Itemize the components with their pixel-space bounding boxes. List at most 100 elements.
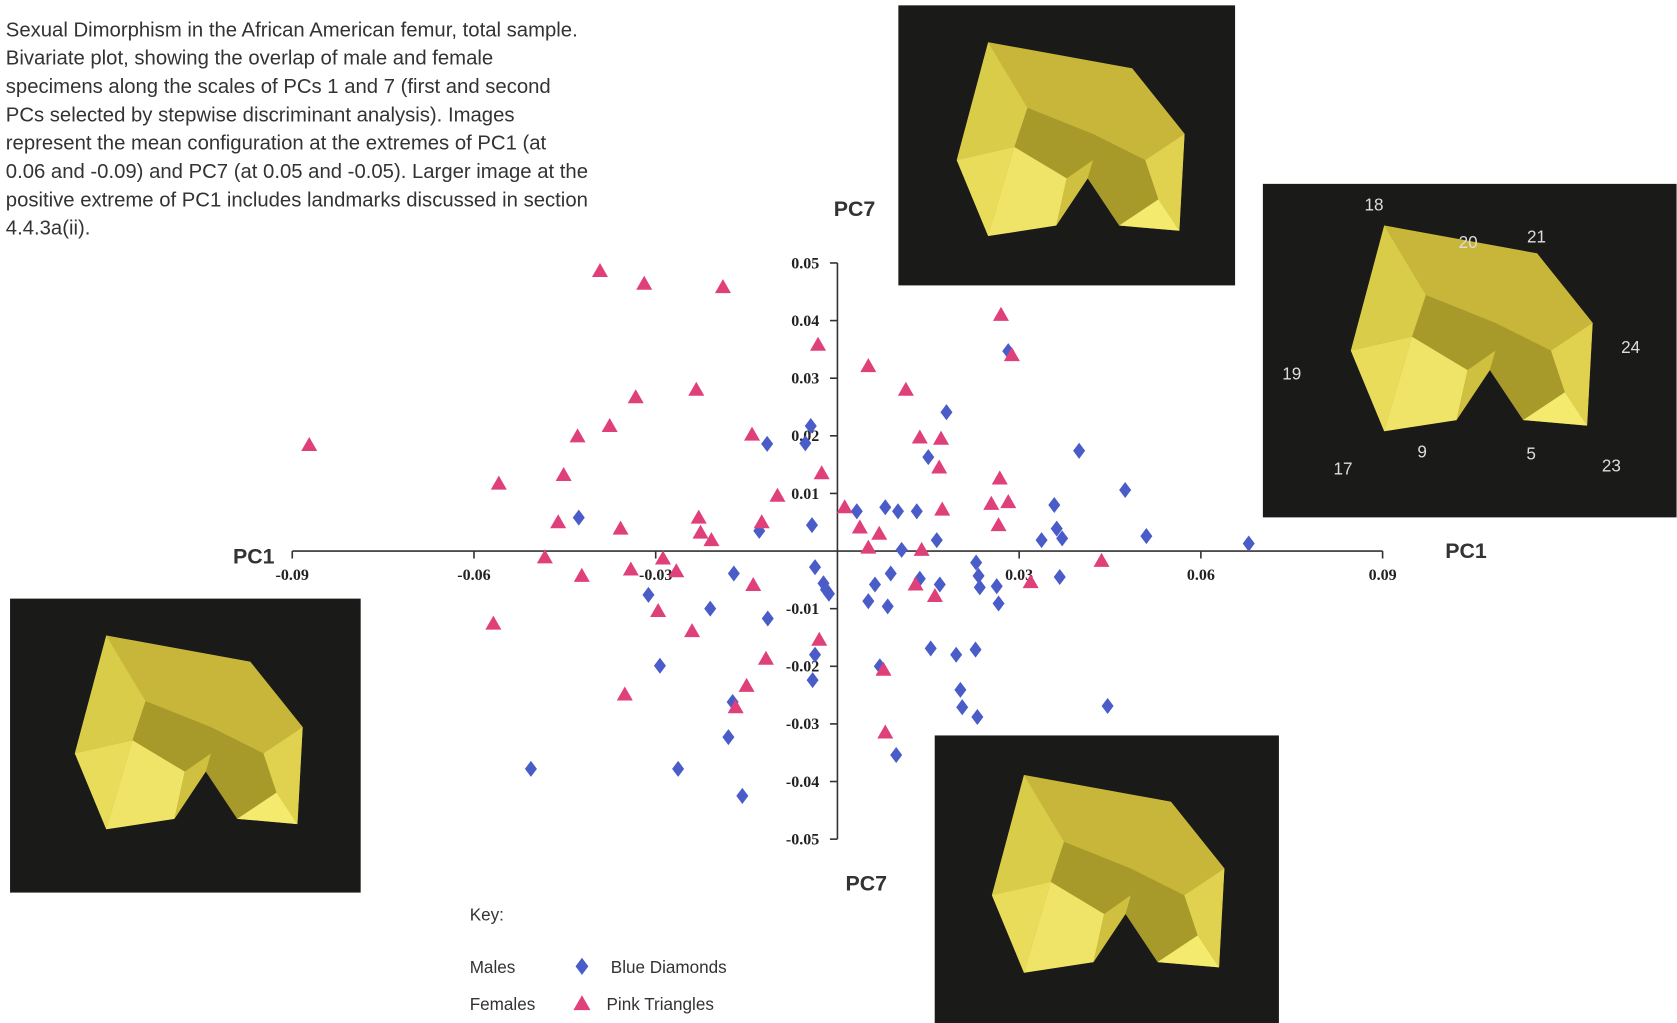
x-tick-label: -0.06	[457, 567, 490, 584]
point	[727, 699, 744, 714]
point	[907, 576, 924, 591]
point	[933, 576, 946, 593]
caption-line: 0.06 and -0.09) and PC7 (at 0.05 and -0.…	[6, 161, 588, 183]
point	[1073, 442, 1086, 459]
point	[860, 539, 877, 554]
legend-marker	[575, 957, 589, 975]
point	[1140, 528, 1153, 545]
landmark-label: 24	[1621, 338, 1640, 357]
landmark-label: 23	[1602, 456, 1621, 475]
point	[1048, 496, 1061, 513]
y-tick-label: 0.01	[791, 486, 819, 503]
y-tick-label: -0.05	[786, 831, 819, 848]
point	[1101, 698, 1114, 715]
point	[1093, 552, 1110, 567]
point	[642, 586, 655, 603]
point	[971, 708, 984, 726]
point	[684, 623, 701, 638]
caption-line: specimens along the scales of PCs 1 and …	[6, 76, 551, 98]
point	[992, 595, 1005, 612]
point	[881, 598, 894, 615]
point	[1035, 532, 1048, 549]
x-tick-label: 0.06	[1187, 567, 1215, 584]
x-tick-label: -0.03	[639, 567, 672, 584]
caption-line: positive extreme of PC1 includes landmar…	[6, 189, 588, 211]
point	[992, 306, 1009, 321]
point	[875, 661, 892, 676]
point	[736, 787, 749, 804]
point	[301, 437, 318, 452]
point	[524, 760, 537, 777]
point	[871, 525, 888, 540]
point	[990, 578, 1003, 595]
point	[891, 503, 905, 520]
caption-line: represent the mean configuration at the …	[6, 133, 547, 155]
landmark-label: 18	[1365, 196, 1384, 215]
y-tick-label: -0.03	[786, 716, 819, 733]
x-axis-label: PC1	[233, 544, 275, 568]
point	[727, 565, 740, 582]
point	[956, 699, 969, 716]
point	[931, 459, 948, 474]
y-axis-label: PC7	[846, 871, 888, 895]
point	[1003, 347, 1020, 362]
caption-line: PCs selected by stepwise discriminant an…	[6, 104, 515, 126]
landmarks: 18 20 21 19 24 9 5 17 23	[1282, 196, 1640, 479]
point	[757, 650, 774, 665]
point	[722, 729, 735, 746]
point	[922, 449, 935, 466]
point	[862, 593, 875, 610]
point	[924, 640, 937, 657]
point	[851, 519, 868, 534]
point	[744, 426, 761, 441]
landmark-label: 9	[1417, 443, 1427, 462]
point	[636, 275, 653, 290]
point	[836, 499, 853, 514]
point	[940, 404, 953, 421]
point	[1022, 574, 1039, 589]
point	[879, 499, 892, 516]
point	[897, 381, 914, 396]
point	[668, 563, 685, 578]
point	[550, 514, 567, 529]
point	[761, 610, 774, 627]
point	[769, 487, 786, 502]
point	[911, 429, 928, 444]
caption-line: Bivariate plot, showing the overlap of m…	[6, 48, 493, 70]
point	[991, 470, 1008, 485]
y-axis-label: PC7	[834, 197, 876, 221]
point	[536, 549, 553, 564]
y-tick-label: -0.01	[786, 601, 819, 618]
legend-name: Males	[470, 958, 516, 977]
point	[805, 517, 819, 534]
x-tick-label: 0.03	[1005, 567, 1033, 584]
point	[799, 435, 812, 452]
point	[1242, 535, 1255, 552]
point	[622, 561, 639, 576]
point	[573, 567, 590, 582]
point	[688, 381, 705, 396]
point	[970, 554, 983, 571]
point	[983, 495, 1000, 510]
point	[809, 646, 822, 663]
point	[490, 475, 507, 490]
femur-images	[10, 5, 1677, 1023]
point	[714, 279, 731, 294]
x-axis-label: PC1	[1445, 539, 1487, 563]
point	[627, 389, 644, 404]
landmark-label: 17	[1334, 460, 1353, 479]
point	[913, 541, 930, 556]
point	[950, 646, 963, 663]
point	[926, 587, 943, 603]
point	[601, 418, 618, 433]
y-tick-label: 0.05	[791, 255, 819, 272]
point	[1050, 520, 1063, 537]
point	[654, 550, 671, 565]
landmark-label: 21	[1527, 228, 1546, 247]
y-tick-label: -0.04	[786, 774, 819, 791]
y-tick-label: 0.03	[791, 371, 819, 388]
point	[895, 541, 908, 558]
x-tick-label: -0.09	[276, 567, 309, 584]
point	[930, 532, 943, 549]
